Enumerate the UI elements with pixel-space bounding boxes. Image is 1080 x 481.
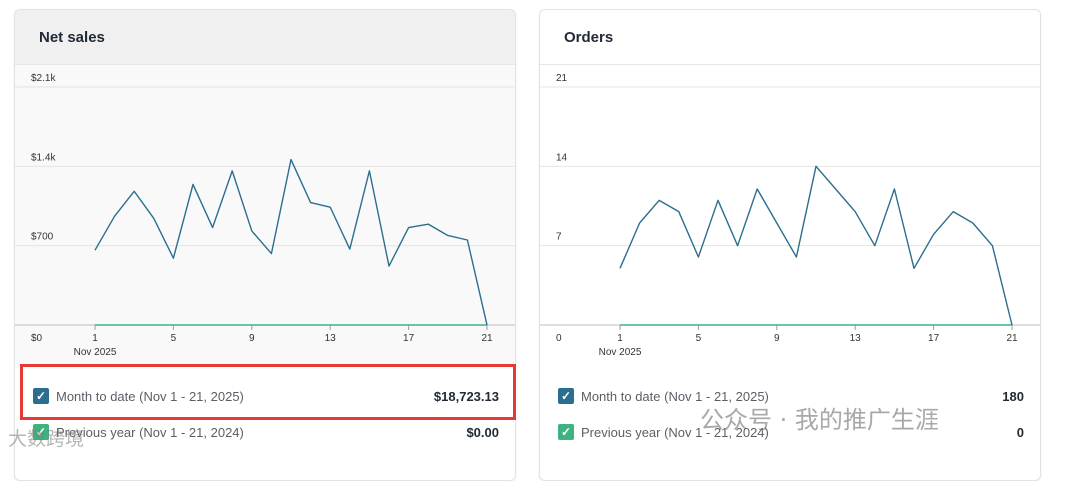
- legend-label-previous: Previous year (Nov 1 - 21, 2024): [56, 425, 244, 440]
- net-sales-title: Net sales: [39, 29, 105, 46]
- checkbox-checked-icon[interactable]: ✓: [33, 424, 49, 440]
- legend-label-current: Month to date (Nov 1 - 21, 2025): [56, 389, 244, 404]
- orders-title: Orders: [564, 29, 614, 46]
- legend-label-current: Month to date (Nov 1 - 21, 2025): [581, 389, 769, 404]
- x-tick-label: 5: [696, 333, 702, 344]
- net-sales-chart: $0 $700 $1.4k $2.1k 1 5 9 13 17 21 Nov 2025: [15, 73, 515, 358]
- legend-row-current[interactable]: ✓ Month to date (Nov 1 - 21, 2025) $18,7…: [15, 378, 515, 412]
- checkbox-checked-icon[interactable]: ✓: [558, 424, 574, 440]
- x-tick-label: 21: [481, 333, 493, 344]
- x-tick-label: 1: [617, 333, 623, 344]
- x-axis-sublabel: Nov 2025: [74, 347, 117, 358]
- x-tick-label: 5: [171, 333, 177, 344]
- x-tick-label: 13: [850, 333, 862, 344]
- legend-value-previous: 0: [1016, 425, 1024, 440]
- x-tick-label: 17: [403, 333, 415, 344]
- x-tick-label: 13: [325, 333, 337, 344]
- y-tick-label: 7: [556, 232, 562, 243]
- x-tick-label: 21: [1006, 333, 1018, 344]
- orders-chart-area: 0 7 14 21 1 5 9 13 17 21 Nov 2025: [540, 65, 1040, 365]
- legend-row-previous[interactable]: ✓ Previous year (Nov 1 - 21, 2024) $0.00: [15, 414, 515, 448]
- series-line: [619, 165, 1013, 326]
- legend-row-previous[interactable]: ✓ Previous year (Nov 1 - 21, 2024) 0: [540, 414, 1040, 448]
- series-line: [94, 158, 488, 326]
- legend-value-current: 180: [1002, 389, 1024, 404]
- x-tick-label: 1: [92, 333, 98, 344]
- y-tick-label: $700: [31, 232, 54, 243]
- checkbox-checked-icon[interactable]: ✓: [558, 388, 574, 404]
- net-sales-card-header: Net sales: [15, 10, 515, 65]
- net-sales-chart-area: $0 $700 $1.4k $2.1k 1 5 9 13 17 21 Nov 2025: [15, 65, 515, 365]
- y-tick-label: $1.4k: [31, 152, 56, 163]
- x-tick-label: 17: [928, 333, 940, 344]
- orders-card: Orders 0 7 14 21 1 5 9 13 17 21 Nov 2025 ✓ Month t…: [539, 9, 1041, 481]
- legend-label-previous: Previous year (Nov 1 - 21, 2024): [581, 425, 769, 440]
- legend-value-previous: $0.00: [466, 425, 499, 440]
- legend-row-current[interactable]: ✓ Month to date (Nov 1 - 21, 2025) 180: [540, 378, 1040, 412]
- y-tick-label: 0: [556, 333, 562, 344]
- legend-value-current: $18,723.13: [433, 389, 499, 404]
- x-axis-sublabel: Nov 2025: [599, 347, 642, 358]
- y-tick-label: 14: [556, 152, 568, 163]
- x-tick-label: 9: [774, 333, 780, 344]
- checkbox-checked-icon[interactable]: ✓: [33, 388, 49, 404]
- x-tick-label: 9: [249, 333, 255, 344]
- y-tick-label: 21: [556, 73, 568, 84]
- y-tick-label: $2.1k: [31, 73, 56, 84]
- net-sales-card: Net sales $0 $700 $1.4k $2.1k 1 5 9 13 17 21 Nov 2…: [14, 9, 516, 481]
- y-tick-label: $0: [31, 333, 43, 344]
- orders-card-header: Orders: [540, 10, 1040, 65]
